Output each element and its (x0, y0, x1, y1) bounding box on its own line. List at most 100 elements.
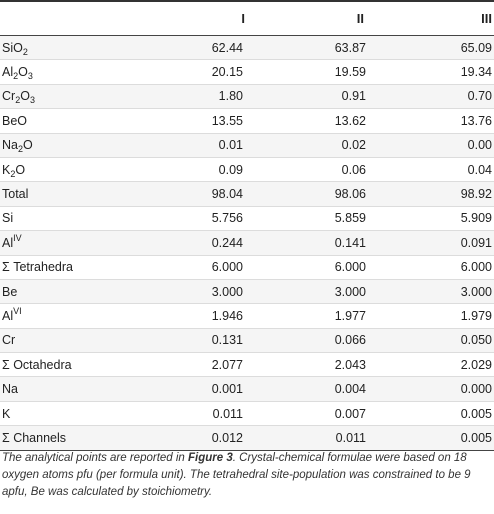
label-text-after: O (18, 65, 28, 80)
label-text: Σ Channels (2, 430, 67, 445)
value-cell-sample-1: 0.001 (139, 376, 261, 402)
composition-table: I II III SiO2 62.44 63.87 65.09 Al2O3 20.15 19… (0, 0, 494, 451)
value-cell-sample-2: 0.91 (261, 84, 384, 110)
label-text: K (2, 162, 11, 177)
value-cell-sample-3: 1.979 (384, 303, 494, 329)
figure-reference: Figure 3 (188, 452, 233, 464)
header-cell-label (0, 0, 139, 36)
table-row: Σ Channels 0.012 0.011 0.005 (0, 425, 494, 451)
value-cell-sample-3: 0.000 (384, 376, 494, 402)
value-cell-sample-2: 0.007 (261, 401, 384, 427)
row-label: Na2O (0, 133, 139, 158)
value-cell-sample-1: 98.04 (139, 181, 261, 207)
label-text-after: O (23, 138, 33, 153)
label-superscript: IV (13, 232, 22, 243)
label-subscript-2: 3 (29, 95, 35, 106)
value-cell-sample-3: 0.00 (384, 133, 494, 158)
label-subscript: 2 (13, 71, 19, 82)
value-cell-sample-3: 0.005 (384, 401, 494, 427)
row-label: Cr (0, 328, 139, 354)
value-cell-sample-1: 5.756 (139, 206, 261, 232)
table-row: Σ Octahedra 2.077 2.043 2.029 (0, 352, 494, 378)
table-row: K2O 0.09 0.06 0.04 (0, 157, 494, 183)
label-text: Na (2, 382, 18, 397)
label-superscript: VI (13, 305, 22, 316)
value-cell-sample-1: 1.80 (139, 84, 261, 110)
footnote-text-start: The analytical points are reported in (2, 452, 189, 464)
label-text: Si (2, 211, 14, 226)
label-text: K (2, 406, 11, 421)
footnote-text-end: . Crystal-chemical formulae were based o… (2, 452, 471, 498)
row-label: K (0, 401, 139, 427)
row-label: Σ Octahedra (0, 352, 139, 378)
value-cell-sample-2: 0.02 (261, 133, 384, 158)
label-text: SiO (2, 40, 23, 55)
label-text-after: O (20, 89, 30, 104)
table-row: Si 5.756 5.859 5.909 (0, 206, 494, 232)
value-cell-sample-3: 6.000 (384, 255, 494, 280)
value-cell-sample-1: 0.09 (139, 157, 261, 183)
value-cell-sample-1: 2.077 (139, 352, 261, 378)
value-cell-sample-2: 0.011 (261, 425, 384, 451)
row-label: K2O (0, 157, 139, 183)
table-row: Be 3.000 3.000 3.000 (0, 279, 494, 305)
value-cell-sample-2: 63.87 (261, 35, 384, 61)
value-cell-sample-1: 0.244 (139, 230, 261, 256)
row-label: Si (0, 206, 139, 232)
table-row: AlIV 0.244 0.141 0.091 (0, 230, 494, 256)
table-header: I II III (0, 0, 494, 36)
value-cell-sample-1: 62.44 (139, 35, 261, 61)
value-cell-sample-1: 1.946 (139, 303, 261, 329)
row-label: Al2O3 (0, 59, 139, 85)
table-body: SiO2 62.44 63.87 65.09 Al2O3 20.15 19.59 19.34 C… (0, 35, 494, 451)
label-text: Al (2, 308, 14, 323)
label-subscript: 2 (15, 95, 21, 106)
value-cell-sample-3: 5.909 (384, 206, 494, 232)
value-cell-sample-3: 19.34 (384, 59, 494, 85)
row-label: Be (0, 279, 139, 305)
value-cell-sample-2: 2.043 (261, 352, 384, 378)
table-row: BeO 13.55 13.62 13.76 (0, 108, 494, 134)
table-row: Σ Tetrahedra 6.000 6.000 6.000 (0, 255, 494, 280)
value-cell-sample-1: 0.012 (139, 425, 261, 451)
value-cell-sample-3: 0.005 (384, 425, 494, 451)
value-cell-sample-1: 0.01 (139, 133, 261, 158)
table-row: Al2O3 20.15 19.59 19.34 (0, 59, 494, 85)
row-label: Σ Tetrahedra (0, 255, 139, 280)
value-cell-sample-2: 13.62 (261, 108, 384, 134)
label-text: Σ Tetrahedra (2, 260, 73, 275)
table-row: AlVI 1.946 1.977 1.979 (0, 303, 494, 329)
label-text: Be (2, 284, 18, 299)
value-cell-sample-3: 13.76 (384, 108, 494, 134)
label-text: Cr (2, 89, 16, 104)
label-text: Total (2, 187, 29, 202)
label-text-after: O (15, 162, 26, 177)
row-label: BeO (0, 108, 139, 134)
row-label: Cr2O3 (0, 84, 139, 110)
value-cell-sample-2: 0.06 (261, 157, 384, 183)
label-subscript: 2 (10, 168, 16, 179)
label-subscript: 2 (22, 46, 28, 57)
value-cell-sample-2: 6.000 (261, 255, 384, 280)
table-row: SiO2 62.44 63.87 65.09 (0, 35, 494, 61)
label-text: Cr (2, 333, 16, 348)
value-cell-sample-3: 98.92 (384, 181, 494, 207)
value-cell-sample-2: 98.06 (261, 181, 384, 207)
row-label: SiO2 (0, 35, 139, 61)
header-cell-sample-1: I (139, 0, 261, 36)
table-row: K 0.011 0.007 0.005 (0, 401, 494, 427)
value-cell-sample-1: 13.55 (139, 108, 261, 134)
header-cell-sample-3: III (384, 0, 494, 36)
table-row: Total 98.04 98.06 98.92 (0, 181, 494, 207)
value-cell-sample-1: 6.000 (139, 255, 261, 280)
value-cell-sample-3: 2.029 (384, 352, 494, 378)
row-label: Σ Channels (0, 425, 139, 451)
value-cell-sample-2: 0.004 (261, 376, 384, 402)
value-cell-sample-1: 3.000 (139, 279, 261, 305)
value-cell-sample-3: 65.09 (384, 35, 494, 61)
row-label: Na (0, 376, 139, 402)
label-text: Σ Octahedra (2, 357, 72, 372)
value-cell-sample-2: 5.859 (261, 206, 384, 232)
value-cell-sample-1: 0.131 (139, 328, 261, 354)
row-label: Total (0, 181, 139, 207)
